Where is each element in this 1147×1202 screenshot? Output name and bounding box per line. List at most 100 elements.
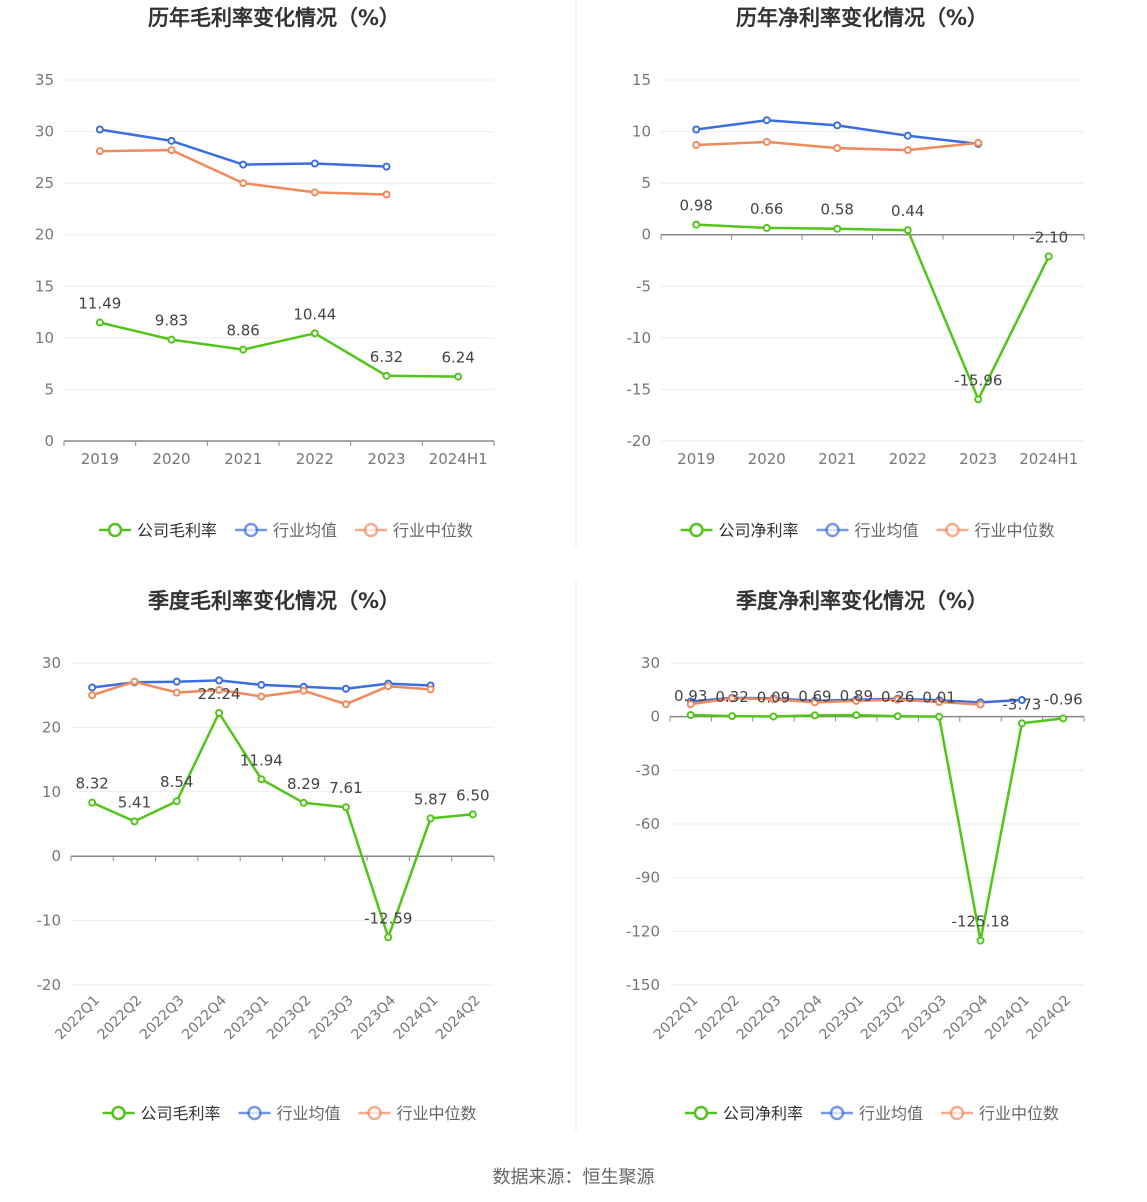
data-label: 8.86 [226, 322, 259, 340]
data-label: 9.83 [155, 312, 188, 330]
data-point-median [130, 677, 139, 686]
y-tick-label: 30 [35, 123, 54, 141]
annual-gross-margin-chart: 历年毛利率变化情况（%） 0 5 10 15 20 25 30 35 2019 2020 2021 20… [35, 6, 495, 540]
x-tick-label: 2019 [81, 450, 119, 468]
data-point-company [310, 329, 319, 338]
data-point-median [728, 694, 737, 703]
data-point-company [382, 371, 391, 380]
data-point-avg [215, 676, 224, 685]
chart-title: 季度净利率变化情况（%） [736, 589, 988, 613]
legend-marker-avg [825, 522, 840, 538]
y-tick-label: 0 [641, 226, 651, 244]
x-tick-label: 2023 [367, 450, 405, 468]
data-point-avg [172, 677, 181, 686]
y-tick-label: 10 [632, 123, 651, 141]
data-point-median [903, 146, 912, 155]
x-tick-label: 2022Q1 [52, 993, 103, 1044]
data-point-median [769, 695, 778, 704]
data-label: 5.41 [118, 793, 151, 811]
legend-label-median: 行业中位数 [393, 521, 473, 540]
legend-label-company: 公司毛利率 [137, 521, 217, 540]
x-tick-label: 2023Q4 [348, 992, 399, 1043]
data-point-company [692, 220, 701, 229]
data-point-company [454, 372, 463, 381]
data-point-company [833, 224, 842, 233]
data-point-company [468, 810, 477, 819]
x-tick-label: 2022Q1 [651, 993, 702, 1044]
series-line-company [690, 713, 1064, 942]
x-tick-label: 2024Q1 [391, 993, 442, 1044]
y-tick-label: -120 [626, 922, 660, 940]
legend-label-median: 行业中位数 [975, 521, 1055, 540]
data-point-company [810, 711, 819, 720]
legend-marker-company [689, 522, 704, 538]
data-point-avg [239, 160, 248, 169]
data-label: 7.61 [329, 779, 362, 797]
y-tick-label: -20 [627, 432, 652, 450]
legend-label-company: 公司净利率 [723, 1104, 803, 1123]
data-point-avg [833, 121, 842, 130]
data-label: 11.94 [240, 751, 283, 769]
data-point-avg [167, 136, 176, 145]
x-tick-label: 2023Q1 [817, 993, 868, 1044]
data-point-avg [310, 159, 319, 168]
data-point-median [88, 691, 97, 700]
data-label: 0.44 [891, 202, 924, 220]
data-point-company [903, 226, 912, 235]
x-tick-label: 2023Q2 [264, 993, 315, 1044]
x-tick-label: 2024Q1 [982, 993, 1033, 1044]
data-label: -2.10 [1029, 228, 1068, 246]
legend-marker-median [949, 1105, 965, 1121]
legend-marker-avg [243, 522, 259, 538]
x-tick-label: 2023 [959, 450, 997, 468]
series-line-company [99, 321, 459, 378]
data-label: -3.73 [1002, 695, 1041, 713]
legend-label-avg: 行业均值 [859, 1104, 923, 1123]
data-point-avg [903, 131, 912, 140]
legend-marker-avg [247, 1105, 262, 1121]
data-point-company [130, 817, 139, 826]
legend-label-company: 公司净利率 [719, 521, 799, 540]
legend-marker-company [107, 522, 123, 538]
data-point-median [167, 146, 176, 155]
data-point-company [1017, 719, 1026, 728]
x-tick-label: 2022 [296, 450, 334, 468]
data-point-median [976, 700, 985, 709]
quarterly-net-margin-chart: 季度净利率变化情况（%）-150-120-90-60-300302022Q120… [626, 589, 1085, 1123]
data-point-company [1059, 714, 1068, 723]
data-label: 0.89 [840, 687, 873, 705]
y-tick-label: 10 [42, 783, 61, 801]
y-tick-label: 0 [650, 708, 660, 726]
data-point-median [833, 144, 842, 153]
data-label: -12.59 [364, 909, 412, 927]
data-point-median [810, 698, 819, 707]
data-point-company [299, 798, 308, 807]
x-tick-label: 2022Q2 [95, 993, 146, 1044]
y-tick-label: 0 [51, 847, 61, 865]
data-point-company [976, 936, 985, 945]
annual-net-margin-chart: 历年净利率变化情况（%） -20 -15 -10 -5 0 5 10 15 2019 2020 202… [627, 6, 1085, 540]
data-point-median [95, 147, 104, 156]
data-label: 0.32 [715, 688, 748, 706]
y-tick-label: 0 [44, 432, 54, 450]
data-label: 8.32 [75, 775, 108, 793]
x-tick-label: 2023Q1 [222, 993, 273, 1044]
quarterly-gross-margin-chart: 季度毛利率变化情况（%）-20-1001020302022Q12022Q2202… [37, 589, 495, 1123]
x-tick-label: 2021 [818, 450, 856, 468]
data-point-avg [341, 684, 350, 693]
legend-marker-median [367, 1105, 382, 1121]
data-label: 8.54 [160, 773, 193, 791]
legend-label-company: 公司毛利率 [141, 1104, 221, 1123]
y-tick-label: 15 [35, 277, 54, 295]
series-line-company [91, 711, 473, 939]
data-point-company [88, 798, 97, 807]
y-tick-label: -150 [626, 976, 660, 994]
data-point-median [257, 692, 266, 701]
data-point-company [95, 318, 104, 327]
data-point-company [257, 775, 266, 784]
chart-title: 历年净利率变化情况（%） [736, 6, 988, 30]
legend-label-median: 行业中位数 [979, 1104, 1059, 1123]
chart-title: 历年毛利率变化情况（%） [148, 6, 400, 30]
data-point-median [692, 140, 701, 149]
data-point-company [762, 223, 771, 232]
